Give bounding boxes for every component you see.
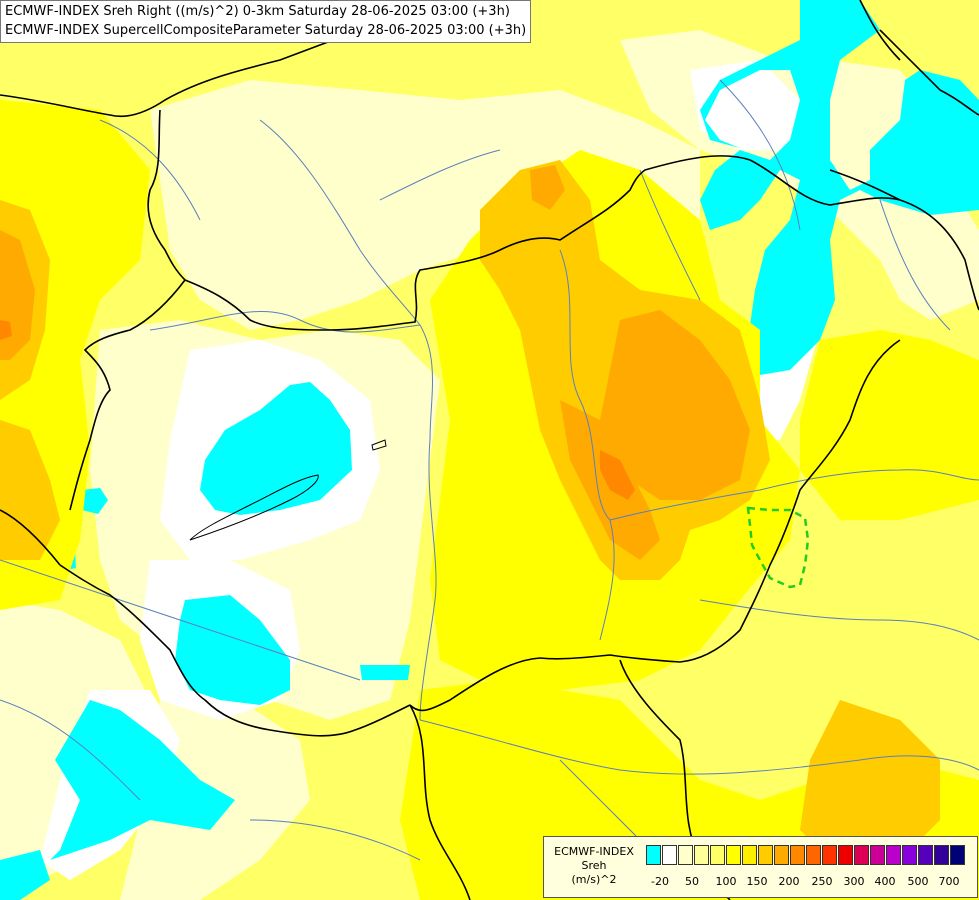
legend-swatch bbox=[902, 845, 917, 865]
legend-swatch bbox=[838, 845, 853, 865]
legend-tick: 500 bbox=[907, 875, 929, 888]
legend-swatch bbox=[950, 845, 965, 865]
legend-tick: 300 bbox=[843, 875, 865, 888]
legend-param: Sreh bbox=[581, 859, 607, 872]
legend-swatch bbox=[694, 845, 709, 865]
legend-swatch bbox=[758, 845, 773, 865]
legend-tick: 700 bbox=[938, 875, 960, 888]
legend-swatch bbox=[774, 845, 789, 865]
legend-swatch bbox=[822, 845, 837, 865]
title-line-1: ECMWF-INDEX Sreh Right ((m/s)^2) 0-3km S… bbox=[5, 4, 510, 19]
legend-swatch bbox=[646, 845, 661, 865]
color-legend: ECMWF-INDEX Sreh (m/s)^2 -20 50 100 150 200 2… bbox=[543, 836, 978, 898]
legend-swatch bbox=[918, 845, 933, 865]
legend-swatch bbox=[662, 845, 677, 865]
legend-tick: 250 bbox=[811, 875, 833, 888]
title-line-2: ECMWF-INDEX SupercellCompositeParameter … bbox=[5, 23, 527, 38]
scp-contour bbox=[746, 506, 810, 589]
legend-swatch bbox=[854, 845, 869, 865]
legend-tick: 150 bbox=[746, 875, 768, 888]
rivers bbox=[0, 79, 979, 881]
legend-swatch bbox=[934, 845, 949, 865]
legend-tick: 400 bbox=[874, 875, 896, 888]
legend-tick: -20 bbox=[651, 875, 669, 888]
field-dark-orange bbox=[0, 320, 635, 500]
legend-swatch bbox=[710, 845, 725, 865]
legend-swatch bbox=[726, 845, 741, 865]
map-title: ECMWF-INDEX Sreh Right ((m/s)^2) 0-3km S… bbox=[0, 0, 532, 43]
legend-swatch bbox=[678, 845, 693, 865]
legend-swatch bbox=[870, 845, 885, 865]
legend-tick: 50 bbox=[685, 875, 699, 888]
legend-swatch bbox=[742, 845, 757, 865]
legend-unit: (m/s)^2 bbox=[571, 873, 617, 886]
legend-tick: 100 bbox=[715, 875, 737, 888]
legend-label: ECMWF-INDEX Sreh (m/s)^2 bbox=[548, 845, 640, 887]
legend-model: ECMWF-INDEX bbox=[554, 845, 634, 858]
legend-tick: 200 bbox=[778, 875, 800, 888]
legend-swatch bbox=[806, 845, 821, 865]
lake-balaton bbox=[189, 439, 387, 541]
legend-swatch bbox=[886, 845, 901, 865]
legend-swatch bbox=[790, 845, 805, 865]
